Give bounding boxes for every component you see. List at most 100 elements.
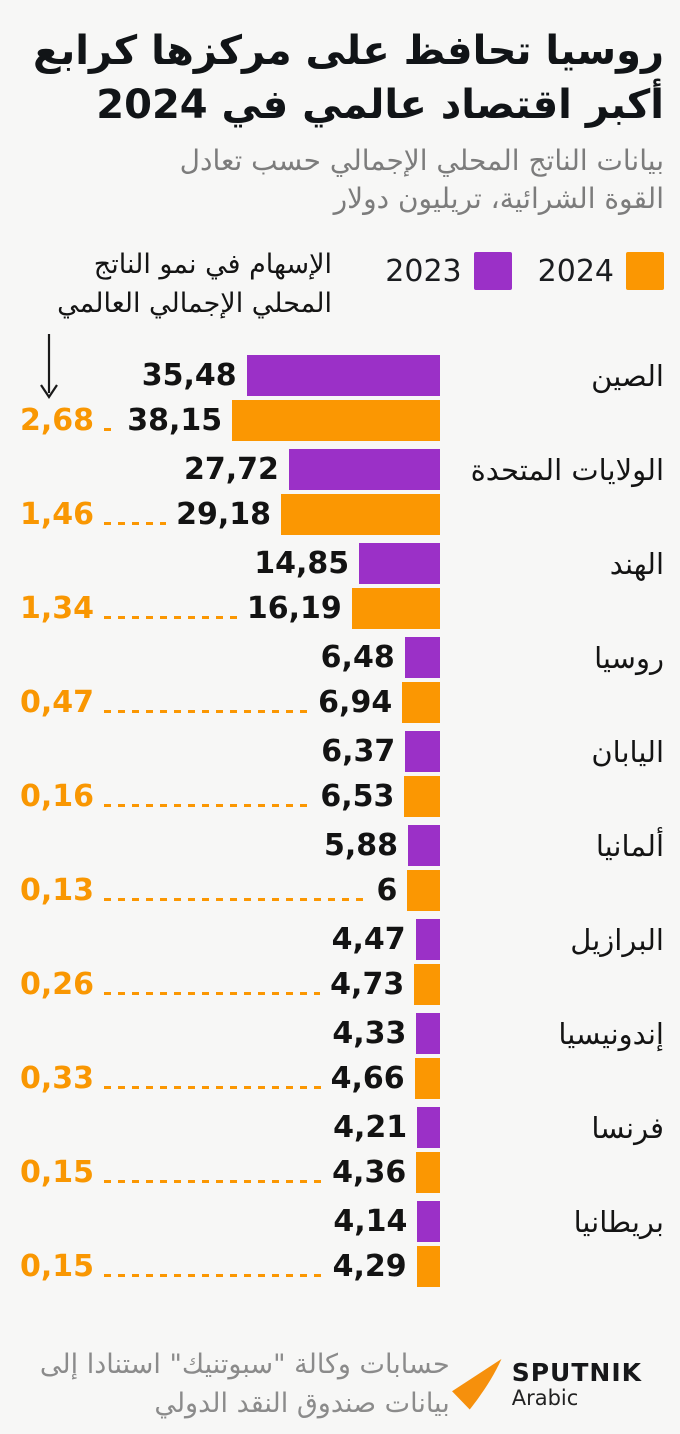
- contribution-annotation: الإسهام في نمو الناتج المحلي الإجمالي ال…: [57, 245, 332, 323]
- gdp-2024-value: 16,19: [246, 591, 342, 626]
- country-label: بريطانيا: [573, 1204, 664, 1239]
- gdp-2023-value: 27,72: [184, 452, 279, 487]
- contribution-value: 2,68: [20, 403, 95, 438]
- gdp-2024-bar: [351, 588, 440, 629]
- gdp-2023-value: 6,48: [320, 640, 395, 675]
- contribution-connector: [104, 1274, 323, 1277]
- contribution-value: 0,15: [20, 1249, 95, 1284]
- contribution-value: 1,34: [20, 591, 95, 626]
- gdp-2023-bar: [416, 1013, 440, 1054]
- gdp-2024-value: 6,53: [320, 779, 395, 814]
- country-label: الهند: [609, 546, 664, 581]
- country-group: إندونيسيا 4,33 4,66 0,33: [20, 1013, 664, 1099]
- gdp-2024-value: 38,15: [127, 403, 223, 438]
- country-group: الهند 14,85 16,19 1,34: [20, 543, 664, 629]
- legend-label-2023: 2023: [385, 253, 462, 289]
- chart-legend: 2024 2023: [385, 252, 664, 290]
- country-group: بريطانيا 4,14 4,29 0,15: [20, 1201, 664, 1287]
- contribution-connector: [104, 804, 311, 807]
- gdp-2023-bar: [288, 449, 440, 490]
- source-note: حسابات وكالة "سبوتنيك" استنادا إلى بيانا…: [20, 1345, 450, 1423]
- title-line-2: أكبر اقتصاد عالمي في 2024: [96, 82, 664, 128]
- gdp-2024-bar: [416, 1152, 440, 1193]
- gdp-2023-value: 4,14: [333, 1204, 408, 1239]
- gdp-2023-value: 5,88: [323, 828, 398, 863]
- gdp-2023-value: 4,33: [332, 1016, 407, 1051]
- sputnik-sail-icon: [451, 1359, 502, 1410]
- sputnik-logo: SPUTNIK Arabic: [450, 1358, 642, 1410]
- contribution-connector: [104, 1180, 323, 1183]
- gdp-2023-value: 4,21: [333, 1110, 408, 1145]
- contribution-connector: [104, 898, 367, 901]
- annotation-line-1: الإسهام في نمو الناتج: [93, 249, 332, 280]
- country-group: اليابان 6,37 6,53 0,16: [20, 731, 664, 817]
- contribution-connector: [104, 992, 321, 995]
- country-group: فرنسا 4,21 4,36 0,15: [20, 1107, 664, 1193]
- legend-label-2024: 2024: [537, 253, 614, 289]
- gdp-2023-bar: [404, 637, 440, 678]
- gdp-2024-bar: [416, 1246, 440, 1287]
- gdp-2023-value: 4,47: [331, 922, 406, 957]
- gdp-bar-chart: الصين 35,48 38,15 2,68 الولايات المتحدة …: [0, 355, 680, 1287]
- legend-entry-2024: 2024: [538, 252, 664, 290]
- gdp-2024-bar: [414, 964, 440, 1005]
- sputnik-wordmark: SPUTNIK Arabic: [512, 1359, 642, 1410]
- gdp-2024-value: 4,73: [330, 967, 405, 1002]
- gdp-2024-value: 4,29: [332, 1249, 407, 1284]
- country-label: الولايات المتحدة: [470, 452, 664, 487]
- country-label: إندونيسيا: [558, 1016, 664, 1051]
- contribution-connector: [104, 428, 118, 431]
- brand-name: SPUTNIK: [511, 1357, 642, 1387]
- contribution-value: 0,13: [20, 873, 95, 908]
- gdp-2024-bar: [414, 1058, 440, 1099]
- contribution-connector: [104, 616, 237, 619]
- gdp-2024-bar: [281, 494, 440, 535]
- gdp-2023-value: 35,48: [141, 358, 237, 393]
- gdp-2023-bar: [415, 919, 440, 960]
- gdp-2024-value: 6,94: [318, 685, 393, 720]
- down-arrow-icon: [40, 334, 58, 399]
- page-subtitle: بيانات الناتج المحلي الإجمالي حسب تعادل …: [20, 142, 664, 218]
- country-label: الصين: [591, 358, 664, 393]
- gdp-2023-value: 6,37: [321, 734, 396, 769]
- source-line-1: حسابات وكالة "سبوتنيك" استنادا إلى: [39, 1349, 450, 1380]
- legend-swatch-2023: [473, 252, 512, 290]
- country-group: روسيا 6,48 6,94 0,47: [20, 637, 664, 723]
- country-label: ألمانيا: [595, 828, 664, 863]
- subtitle-line-1: بيانات الناتج المحلي الإجمالي حسب تعادل: [179, 144, 664, 177]
- contribution-value: 1,46: [20, 497, 95, 532]
- contribution-value: 0,33: [20, 1061, 95, 1096]
- gdp-2024-value: 4,36: [332, 1155, 407, 1190]
- legend-swatch-2024: [626, 252, 664, 290]
- header: روسيا تحافظ على مركزها كرابع أكبر اقتصاد…: [0, 0, 680, 218]
- legend-entry-2023: 2023: [385, 252, 512, 290]
- contribution-value: 0,26: [20, 967, 95, 1002]
- gdp-2024-bar: [232, 400, 440, 441]
- gdp-2024-value: 29,18: [176, 497, 271, 532]
- gdp-2023-bar: [359, 543, 440, 584]
- country-label: روسيا: [594, 640, 664, 675]
- gdp-2023-bar: [405, 731, 440, 772]
- page-title: روسيا تحافظ على مركزها كرابع أكبر اقتصاد…: [20, 24, 664, 132]
- annotation-line-2: المحلي الإجمالي العالمي: [57, 288, 332, 319]
- country-group: البرازيل 4,47 4,73 0,26: [20, 919, 664, 1005]
- contribution-value: 0,16: [20, 779, 95, 814]
- legend-annotation-band: 2024 2023 الإسهام في نمو الناتج المحلي ا…: [0, 218, 680, 399]
- source-line-2: بيانات صندوق النقد الدولي: [154, 1388, 450, 1419]
- contribution-value: 0,47: [20, 685, 95, 720]
- country-group: الولايات المتحدة 27,72 29,18 1,46: [20, 449, 664, 535]
- country-group: الصين 35,48 38,15 2,68: [20, 355, 664, 441]
- brand-edition: Arabic: [511, 1385, 579, 1410]
- contribution-value: 0,15: [20, 1155, 95, 1190]
- contribution-connector: [104, 522, 167, 525]
- country-group: ألمانيا 5,88 6 0,13: [20, 825, 664, 911]
- title-line-1: روسيا تحافظ على مركزها كرابع: [32, 28, 664, 74]
- gdp-2023-bar: [417, 1107, 440, 1148]
- subtitle-line-2: القوة الشرائية، تريليون دولار: [333, 182, 664, 215]
- country-label: البرازيل: [570, 922, 664, 957]
- gdp-2024-bar: [404, 776, 440, 817]
- country-label: اليابان: [591, 734, 664, 769]
- gdp-2024-value: 6: [376, 873, 398, 908]
- gdp-2023-bar: [408, 825, 440, 866]
- gdp-2024-bar: [407, 870, 440, 911]
